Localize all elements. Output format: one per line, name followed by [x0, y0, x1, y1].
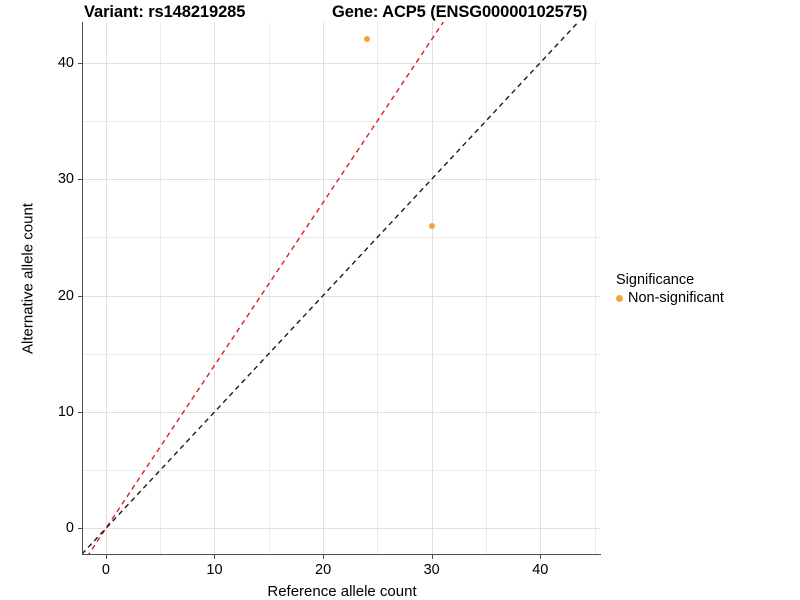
ticklabel-x: 20 [315, 562, 332, 578]
legend-dot-icon [616, 294, 623, 302]
ticklabel-y: 40 [57, 54, 74, 71]
tick-x [323, 555, 325, 559]
tick-y [78, 528, 82, 530]
tick-y [78, 62, 82, 64]
gridline-horizontal [82, 353, 600, 355]
gridline-horizontal [82, 120, 600, 122]
y-axis-line [82, 22, 83, 555]
data-point[interactable] [428, 222, 435, 229]
gene-title: Gene: ACP5 (ENSG00000102575) [332, 3, 588, 21]
ticklabel-y: 30 [57, 171, 74, 188]
gridline-horizontal [82, 179, 600, 181]
ticklabel-x: 30 [423, 562, 440, 578]
plot-panel [82, 22, 600, 554]
ticklabel-y: 10 [57, 403, 74, 420]
data-point[interactable] [363, 36, 370, 43]
tick-x [540, 555, 542, 559]
ticklabel-x: 40 [532, 562, 549, 578]
allelic-ratio-line [87, 22, 445, 554]
gridline-vertical [594, 22, 596, 554]
gridline-vertical [160, 22, 162, 554]
tick-y [78, 295, 82, 297]
gridline-vertical [377, 22, 379, 554]
gridline-horizontal [82, 295, 600, 297]
gridline-vertical [431, 22, 433, 554]
gridline-vertical [214, 22, 216, 554]
gridline-vertical [323, 22, 325, 554]
tick-x [214, 555, 216, 559]
variant-title: Variant: rs148219285 [84, 3, 246, 21]
tick-y [78, 179, 82, 181]
gridline-vertical [540, 22, 542, 554]
legend-title: Significance [616, 272, 695, 288]
y-axis-title: Alternative allele count [19, 203, 37, 354]
tick-x [431, 555, 433, 559]
gridline-horizontal [82, 62, 600, 64]
gridline-vertical [268, 22, 270, 554]
ticklabel-x: 10 [206, 562, 223, 578]
tick-y [78, 411, 82, 413]
legend-entry-label: Non-significant [628, 290, 724, 306]
gridline-vertical [105, 22, 107, 554]
legend-entry[interactable]: Non-significant [616, 290, 724, 306]
gridline-vertical [485, 22, 487, 554]
legend: Significance Non-significant [616, 272, 724, 306]
legend-entries: Non-significant [616, 290, 724, 306]
gridline-horizontal [82, 470, 600, 472]
gridline-horizontal [82, 237, 600, 239]
identity-line [82, 22, 579, 554]
tick-x [105, 555, 107, 559]
gridline-horizontal [82, 528, 600, 530]
ticklabel-y: 20 [57, 287, 74, 304]
x-axis-title: Reference allele count [267, 583, 417, 600]
ticklabel-y: 0 [65, 520, 74, 537]
gridline-horizontal [82, 411, 600, 413]
ticklabel-x: 0 [101, 562, 110, 578]
x-axis-line [82, 554, 601, 555]
